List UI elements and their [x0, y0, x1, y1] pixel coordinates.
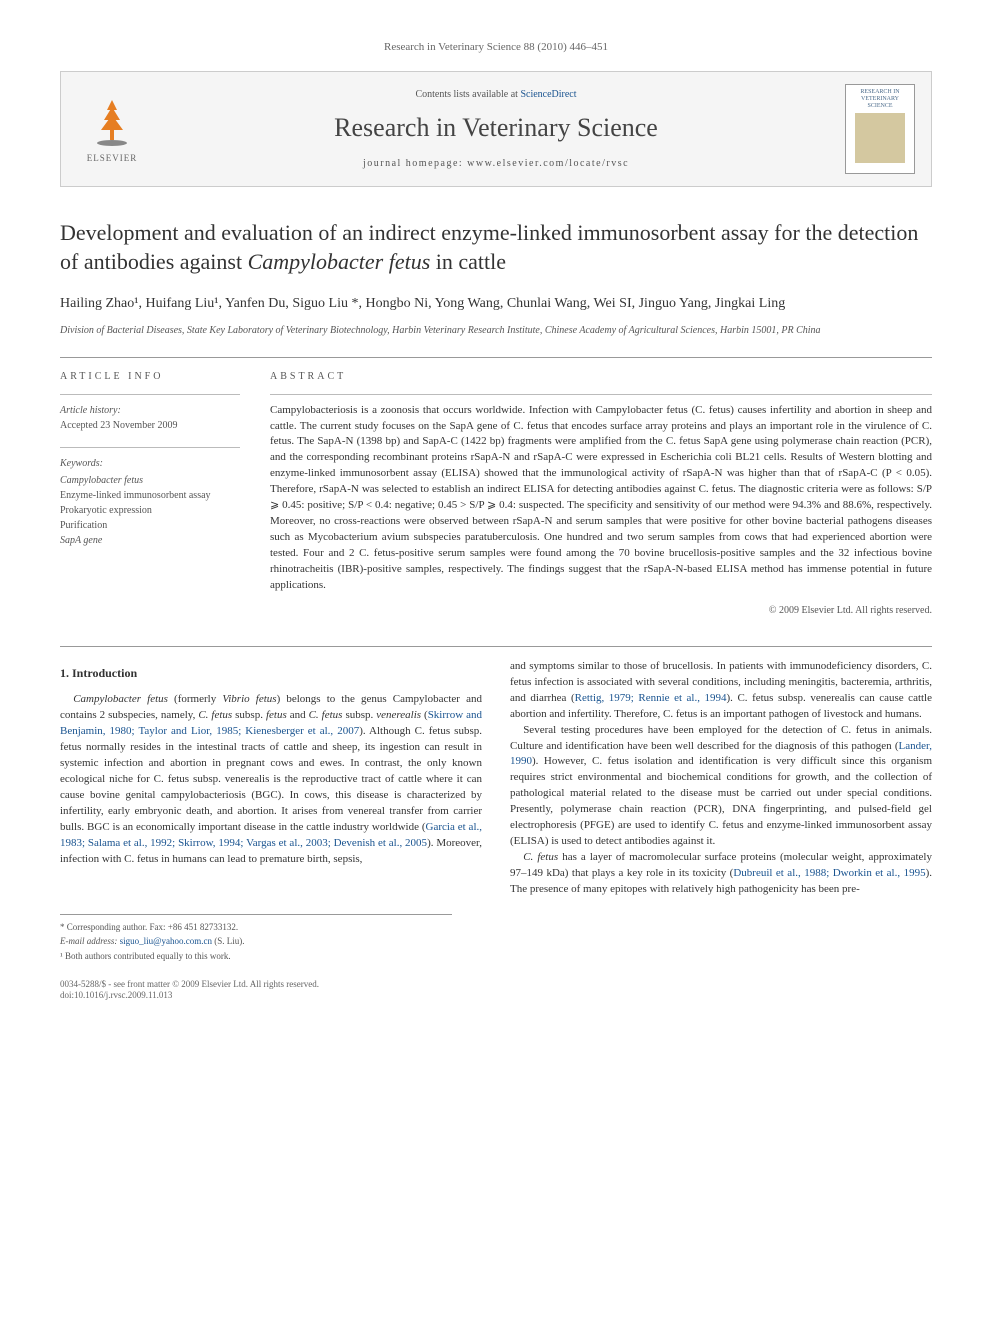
body-paragraph: Campylobacter fetus (formerly Vibrio fet… [60, 692, 482, 867]
keywords-block: Keywords: Campylobacter fetus Enzyme-lin… [60, 456, 240, 548]
abstract-heading: ABSTRACT [270, 370, 932, 384]
organism-name: Vibrio fetus [222, 693, 276, 705]
banner-center: Contents lists available at ScienceDirec… [163, 88, 829, 170]
elsevier-tree-icon [87, 95, 137, 150]
divider [60, 357, 932, 358]
title-organism: Campylobacter fetus [248, 249, 431, 274]
abstract-text: Campylobacteriosis is a zoonosis that oc… [270, 403, 932, 594]
page-footer: 0034-5288/$ - see front matter © 2009 El… [60, 979, 932, 1002]
organism-name: Campylobacter fetus [73, 693, 168, 705]
body-text: and [287, 709, 309, 721]
article-info-heading: ARTICLE INFO [60, 370, 240, 384]
divider [60, 646, 932, 647]
organism-name: C. fetus [198, 709, 232, 721]
organism-name: C. fetus [309, 709, 343, 721]
abstract-copyright: © 2009 Elsevier Ltd. All rights reserved… [270, 604, 932, 618]
keyword: Enzyme-linked immunosorbent assay [60, 488, 240, 503]
citation-link[interactable]: Dubreuil et al., 1988; Dworkin et al., 1… [733, 867, 925, 879]
keywords-label: Keywords: [60, 456, 240, 471]
doi-line: doi:10.1016/j.rvsc.2009.11.013 [60, 990, 932, 1002]
sciencedirect-link[interactable]: ScienceDirect [520, 89, 576, 100]
body-text: ( [421, 709, 428, 721]
keyword: Purification [60, 518, 240, 533]
publisher-name: ELSEVIER [87, 152, 138, 165]
cover-image-placeholder [855, 113, 905, 163]
email-note: E-mail address: siguo_liu@yahoo.com.cn (… [60, 935, 452, 948]
body-text: ). However, C. fetus isolation and ident… [510, 755, 932, 847]
body-paragraph: Several testing procedures have been emp… [510, 723, 932, 851]
contents-prefix: Contents lists available at [415, 89, 520, 100]
body-text: ). Although C. fetus subsp. fetus normal… [60, 725, 482, 833]
equal-contribution-note: ¹ Both authors contributed equally to th… [60, 950, 452, 963]
abstract-divider [270, 394, 932, 395]
author-email-link[interactable]: siguo_liu@yahoo.com.cn [120, 936, 212, 946]
organism-name: C. fetus [523, 851, 558, 863]
keyword: Prokaryotic expression [60, 503, 240, 518]
section-heading-intro: 1. Introduction [60, 665, 482, 682]
front-matter-line: 0034-5288/$ - see front matter © 2009 El… [60, 979, 932, 991]
body-paragraph: C. fetus has a layer of macromolecular s… [510, 850, 932, 898]
running-header: Research in Veterinary Science 88 (2010)… [60, 40, 932, 55]
organism-name: venerealis [376, 709, 421, 721]
history-label: Article history: [60, 403, 240, 418]
email-suffix: (S. Liu). [212, 936, 245, 946]
article-info-sidebar: ARTICLE INFO Article history: Accepted 2… [60, 370, 240, 618]
title-part-b: in cattle [430, 249, 506, 274]
footnotes: * Corresponding author. Fax: +86 451 827… [60, 914, 452, 963]
body-paragraph: and symptoms similar to those of brucell… [510, 659, 932, 723]
body-text: Several testing procedures have been emp… [510, 724, 932, 752]
journal-homepage: journal homepage: www.elsevier.com/locat… [163, 157, 829, 171]
body-text: subsp. [232, 709, 266, 721]
keyword: Campylobacter fetus [60, 473, 240, 488]
article-history-block: Article history: Accepted 23 November 20… [60, 403, 240, 433]
info-divider [60, 394, 240, 395]
keyword: SapA gene [60, 533, 240, 548]
cover-title-text: RESEARCH IN VETERINARY SCIENCE [850, 89, 910, 109]
author-list: Hailing Zhao¹, Huifang Liu¹, Yanfen Du, … [60, 293, 932, 314]
email-label: E-mail address: [60, 936, 120, 946]
citation-link[interactable]: Rettig, 1979; Rennie et al., 1994 [575, 692, 727, 704]
organism-name: fetus [266, 709, 287, 721]
article-body: 1. Introduction Campylobacter fetus (for… [60, 659, 932, 898]
info-abstract-container: ARTICLE INFO Article history: Accepted 2… [60, 370, 932, 618]
history-value: Accepted 23 November 2009 [60, 418, 240, 433]
body-text: subsp. [342, 709, 376, 721]
contents-available-line: Contents lists available at ScienceDirec… [163, 88, 829, 102]
corresponding-author-note: * Corresponding author. Fax: +86 451 827… [60, 921, 452, 934]
abstract-column: ABSTRACT Campylobacteriosis is a zoonosi… [270, 370, 932, 618]
elsevier-logo: ELSEVIER [77, 89, 147, 169]
article-title: Development and evaluation of an indirec… [60, 219, 932, 276]
body-text: (formerly [168, 693, 222, 705]
journal-title: Research in Veterinary Science [163, 110, 829, 146]
journal-cover-thumbnail: RESEARCH IN VETERINARY SCIENCE [845, 84, 915, 174]
info-divider [60, 447, 240, 448]
affiliation: Division of Bacterial Diseases, State Ke… [60, 324, 932, 337]
journal-banner: ELSEVIER Contents lists available at Sci… [60, 71, 932, 187]
